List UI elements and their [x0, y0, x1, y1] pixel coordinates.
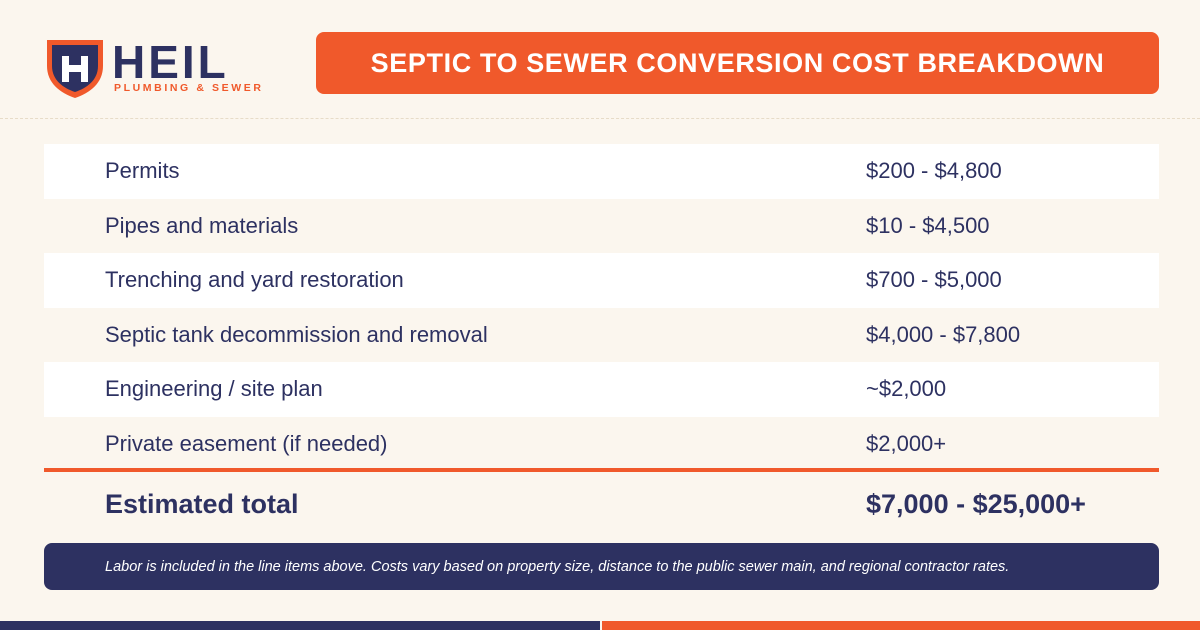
- total-label: Estimated total: [105, 489, 299, 519]
- row-value: $200 - $4,800: [866, 158, 1002, 184]
- page-title: SEPTIC TO SEWER CONVERSION COST BREAKDOW…: [370, 47, 1105, 78]
- footer-bar-orange: [602, 621, 1200, 630]
- table-row: Engineering / site plan ~$2,000: [44, 362, 1159, 417]
- total-value: $7,000 - $25,000+: [866, 489, 1086, 519]
- title-banner: SEPTIC TO SEWER CONVERSION COST BREAKDOW…: [316, 32, 1159, 94]
- row-value: $4,000 - $7,800: [866, 321, 1021, 347]
- row-value: $2,000+: [866, 430, 947, 456]
- table-row: Private easement (if needed) $2,000+: [44, 417, 1159, 472]
- header: HEIL PLUMBING & SEWER SEPTIC TO SEWER CO…: [0, 0, 1200, 118]
- row-label: Trenching and yard restoration: [105, 267, 404, 293]
- footnote-text: Labor is included in the line items abov…: [105, 558, 1010, 575]
- footnote-box: Labor is included in the line items abov…: [44, 543, 1159, 590]
- table-row: Septic tank decommission and removal $4,…: [44, 308, 1159, 363]
- row-value: ~$2,000: [866, 376, 947, 402]
- row-label: Engineering / site plan: [105, 376, 323, 402]
- total-divider: [44, 468, 1159, 472]
- brand-subtitle: PLUMBING & SEWER: [114, 82, 264, 94]
- cost-table: Permits $200 - $4,800 Pipes and material…: [44, 144, 1159, 471]
- row-label: Permits: [105, 158, 180, 184]
- footer-bar-navy: [0, 621, 600, 630]
- shield-logo-icon: [47, 40, 103, 98]
- header-divider: [0, 118, 1200, 119]
- brand-name: HEIL: [112, 36, 229, 88]
- row-label: Private easement (if needed): [105, 430, 388, 456]
- table-row: Permits $200 - $4,800: [44, 144, 1159, 199]
- table-row: Trenching and yard restoration $700 - $5…: [44, 253, 1159, 308]
- row-label: Septic tank decommission and removal: [105, 321, 488, 347]
- row-value: $10 - $4,500: [866, 212, 990, 238]
- brand-logo[interactable]: HEIL PLUMBING & SEWER: [44, 36, 274, 102]
- total-row: Estimated total $7,000 - $25,000+: [44, 477, 1159, 533]
- row-label: Pipes and materials: [105, 212, 299, 238]
- row-value: $700 - $5,000: [866, 267, 1002, 293]
- table-row: Pipes and materials $10 - $4,500: [44, 199, 1159, 254]
